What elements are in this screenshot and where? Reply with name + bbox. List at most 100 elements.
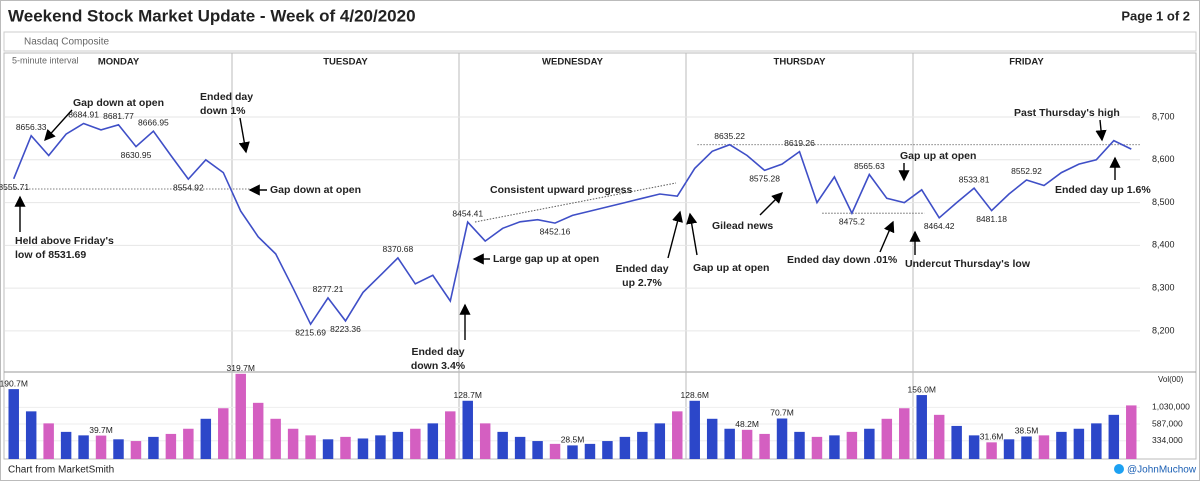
volume-label: 190.7M bbox=[0, 378, 28, 388]
subtitle-box bbox=[3, 31, 1197, 52]
price-label: 8533.81 bbox=[959, 174, 990, 184]
annotation-line: up 2.7% bbox=[622, 277, 662, 289]
price-label: 8555.71 bbox=[0, 182, 29, 192]
annotation-arrow bbox=[759, 192, 783, 216]
annotation: Large gap up at open bbox=[493, 253, 599, 265]
volume-bar bbox=[829, 435, 840, 459]
volume-label: 128.7M bbox=[454, 390, 482, 400]
price-label: 8454.41 bbox=[452, 208, 483, 218]
volume-bar bbox=[60, 431, 72, 459]
annotation-arrow bbox=[1095, 119, 1107, 142]
volume-label: 48.2M bbox=[735, 419, 759, 429]
plot-frame bbox=[3, 52, 1197, 460]
volume-bar bbox=[25, 411, 37, 459]
y-tick-label: 8,400 bbox=[1152, 240, 1175, 250]
volume-bar bbox=[462, 400, 473, 459]
volume-label: 39.7M bbox=[89, 425, 113, 435]
annotation-line: Gap down at open bbox=[270, 184, 361, 196]
page-title: Weekend Stock Market Update - Week of 4/… bbox=[8, 6, 416, 25]
volume-bar bbox=[1021, 436, 1032, 459]
annotation-line: down 3.4% bbox=[411, 360, 466, 372]
annotation: Gap up at open bbox=[900, 150, 976, 162]
volume-bar bbox=[706, 418, 718, 459]
price-label: 8370.68 bbox=[383, 244, 414, 254]
annotation-line: Ended day up 1.6% bbox=[1055, 184, 1151, 196]
y-tick-label: 587,000 bbox=[1152, 418, 1183, 428]
volume-bar bbox=[776, 418, 788, 459]
annotation: Ended day down 3.4% bbox=[411, 346, 466, 372]
handle: @JohnMuchow bbox=[1127, 465, 1197, 476]
annotation-line: Ended day down .01% bbox=[787, 254, 898, 266]
volume-bar bbox=[968, 435, 980, 459]
y-tick-label: 8,300 bbox=[1152, 283, 1175, 293]
volume-bar bbox=[287, 428, 299, 459]
annotation: Ended day down 1% bbox=[200, 91, 253, 117]
y-tick-label: 8,500 bbox=[1152, 197, 1175, 207]
annotation: Past Thursday's high bbox=[1014, 107, 1120, 119]
volume-axis-label: Vol(00) bbox=[1158, 375, 1184, 384]
volume-bar bbox=[165, 433, 177, 459]
volume-bar bbox=[1038, 435, 1050, 459]
annotation-line: Gap up at open bbox=[900, 150, 976, 162]
volume-bar bbox=[427, 423, 439, 459]
volume-bar bbox=[357, 438, 369, 459]
price-label: 8630.95 bbox=[121, 150, 152, 160]
annotation-arrow bbox=[879, 220, 895, 253]
source: Chart from MarketSmith bbox=[8, 465, 114, 476]
annotation-line: low of 8531.69 bbox=[15, 249, 86, 261]
volume-label: 38.5M bbox=[1015, 426, 1039, 436]
volume-bar bbox=[148, 436, 159, 459]
day-label: THURSDAY bbox=[774, 57, 827, 68]
volume-bar bbox=[619, 436, 631, 459]
volume-label: 28.5M bbox=[561, 435, 585, 445]
annotation-line: Ended day bbox=[200, 91, 253, 103]
y-tick-label: 1,030,000 bbox=[1152, 402, 1190, 412]
volume-bar bbox=[1108, 414, 1120, 459]
y-tick-label: 8,600 bbox=[1152, 154, 1175, 164]
annotation-line: Held above Friday's bbox=[15, 235, 114, 247]
volume-bar bbox=[375, 435, 386, 459]
page-number: Page 1 of 2 bbox=[1121, 8, 1190, 23]
volume-bar bbox=[846, 431, 858, 459]
day-label: TUESDAY bbox=[323, 57, 368, 68]
annotation-arrow bbox=[238, 117, 250, 154]
volume-label: 128.6M bbox=[681, 390, 709, 400]
volume-bar bbox=[951, 425, 962, 459]
volume-bar bbox=[1003, 439, 1015, 459]
annotation-arrow bbox=[44, 109, 73, 142]
volume-bar bbox=[724, 428, 735, 459]
volume-bar bbox=[741, 429, 753, 459]
annotation-line: Undercut Thursday's low bbox=[905, 258, 1031, 270]
price-label: 8554.92 bbox=[173, 182, 204, 192]
annotation-line: Gap down at open bbox=[73, 97, 164, 109]
volume-bar bbox=[689, 400, 700, 459]
volume-bar bbox=[637, 431, 648, 459]
volume-bar bbox=[1126, 405, 1137, 459]
annotation-line: Past Thursday's high bbox=[1014, 107, 1120, 119]
annotation: Ended day up 1.6% bbox=[1055, 184, 1151, 196]
price-label: 8464.42 bbox=[924, 221, 955, 231]
volume-bar bbox=[1056, 431, 1067, 459]
day-label: MONDAY bbox=[98, 57, 140, 68]
volume-bar bbox=[794, 431, 805, 459]
annotation: Gap down at open bbox=[270, 184, 361, 196]
volume-bar bbox=[899, 408, 910, 459]
volume-label: 319.7M bbox=[227, 363, 255, 373]
twitter-icon bbox=[1114, 464, 1124, 474]
annotation: Ended day down .01% bbox=[787, 254, 898, 266]
volume-bar bbox=[811, 436, 823, 459]
price-label: 8452.16 bbox=[540, 226, 571, 236]
price-label: 8552.92 bbox=[1011, 166, 1042, 176]
volume-bar bbox=[445, 411, 456, 459]
price-label: 8277.21 bbox=[313, 284, 344, 294]
price-label: 8575.28 bbox=[749, 174, 780, 184]
price-label: 8215.69 bbox=[295, 327, 326, 337]
annotation: Ended day up 2.7% bbox=[615, 263, 668, 289]
price-label: 8656.33 bbox=[16, 122, 47, 132]
progress-line bbox=[474, 182, 677, 223]
y-tick-label: 334,000 bbox=[1152, 435, 1183, 445]
volume-label: 31.6M bbox=[980, 432, 1004, 442]
volume-bar bbox=[78, 435, 89, 459]
interval-label: 5-minute interval bbox=[12, 55, 79, 65]
